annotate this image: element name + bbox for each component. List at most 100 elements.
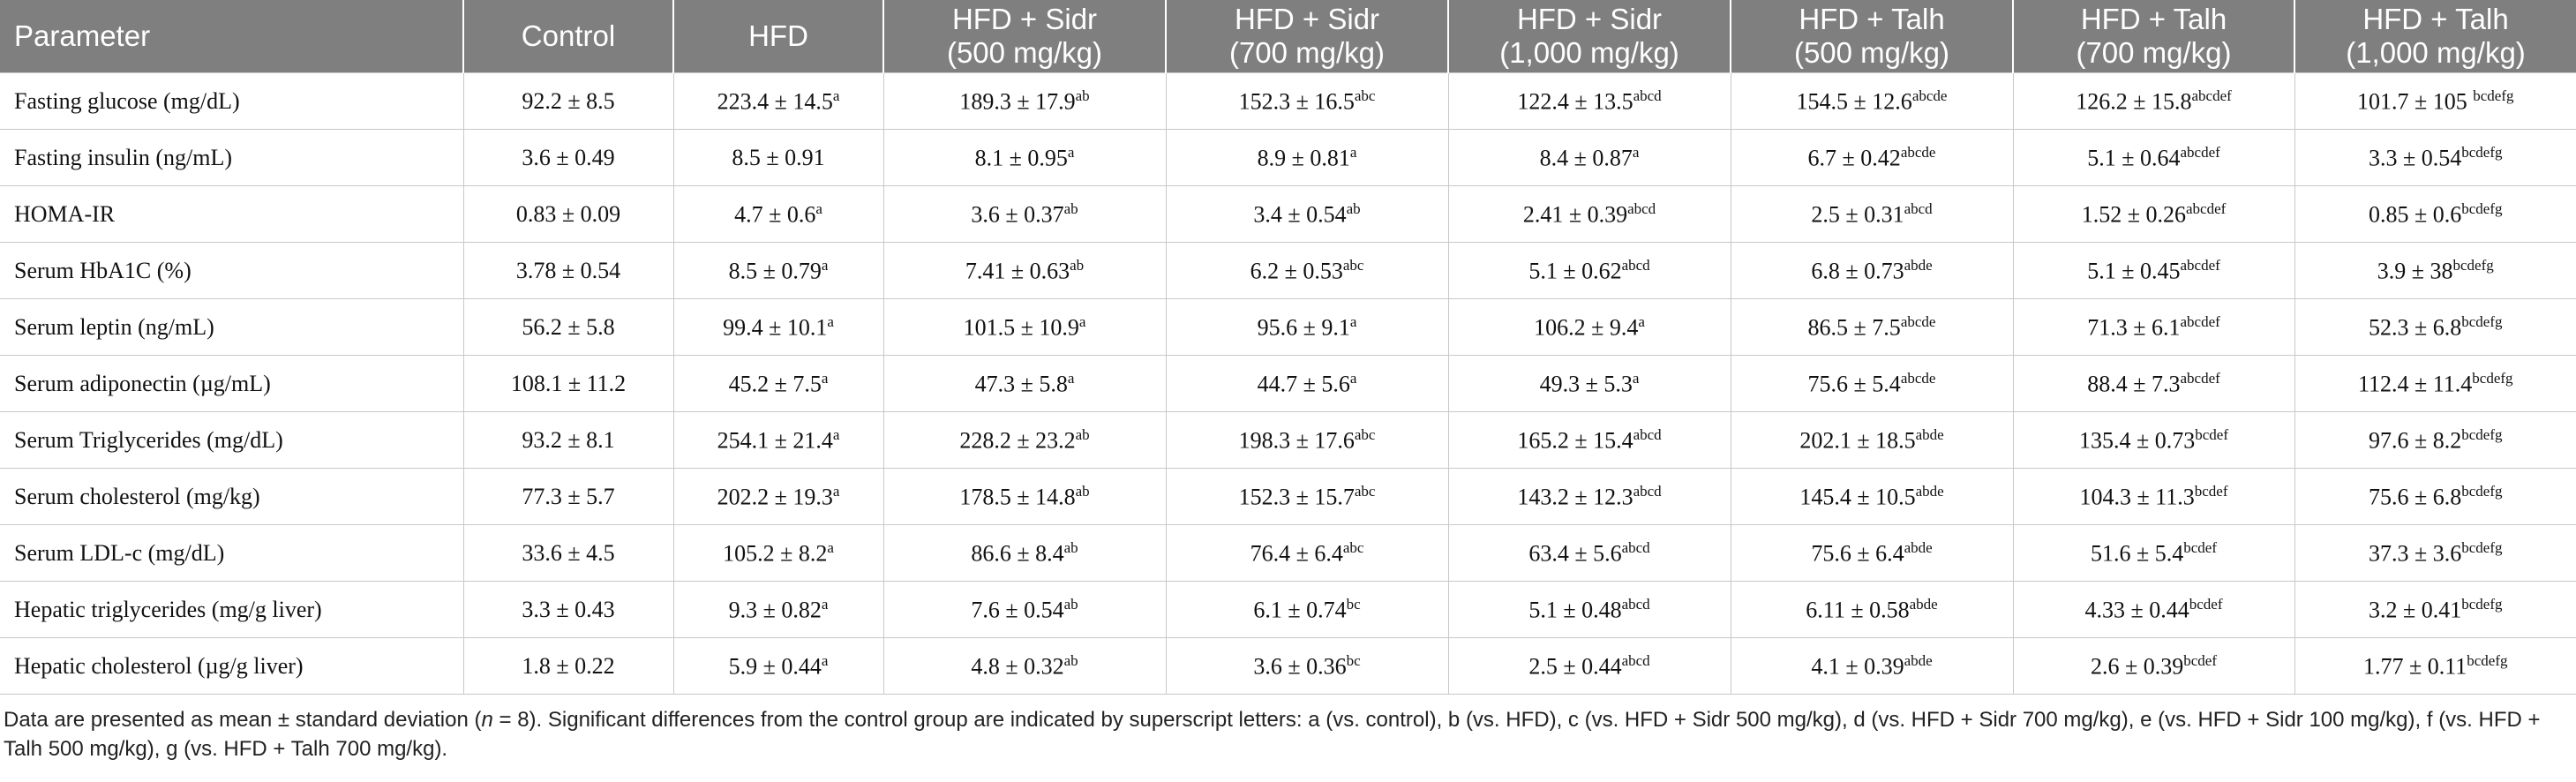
significance-letters: abcd <box>1621 256 1650 274</box>
value-text: 45.2 ± 7.5 <box>728 371 822 397</box>
value-cell: 56.2 ± 5.8 <box>462 298 674 356</box>
table-row: Serum leptin (ng/mL) 56.2 ± 5.8 99.4 ± 10.… <box>0 298 2576 356</box>
significance-letters: a <box>832 86 840 104</box>
value-text: 93.2 ± 8.1 <box>522 426 615 453</box>
value-cell: 105.2 ± 8.2a <box>672 524 884 582</box>
value-cell: 143.2 ± 12.3abcd <box>1447 468 1731 525</box>
value-text: 6.11 ± 0.58 <box>1806 597 1910 623</box>
value-cell: 3.78 ± 0.54 <box>462 242 674 299</box>
value-cell: 1.8 ± 0.22 <box>462 637 674 695</box>
value-cell: 97.6 ± 8.2bcdefg <box>2294 411 2576 469</box>
value-text: 3.3 ± 0.43 <box>522 596 615 622</box>
value-text: 3.78 ± 0.54 <box>515 257 621 283</box>
value-text: 88.4 ± 7.3 <box>2087 371 2181 397</box>
value-cell: 5.1 ± 0.64abcdef <box>2012 129 2295 186</box>
value-text: 154.5 ± 12.6 <box>1796 88 1912 115</box>
significance-letters: abcd <box>1621 651 1650 669</box>
value-text: 2.41 ± 0.39 <box>1522 201 1628 228</box>
value-cell: 2.41 ± 0.39abcd <box>1447 185 1731 243</box>
value-cell: 37.3 ± 3.6bcdefg <box>2294 524 2576 582</box>
header-text: HFD + Sidr <box>951 3 1098 35</box>
significance-letters: ab <box>1063 595 1078 613</box>
significance-letters: abc <box>1342 538 1364 556</box>
value-text: 202.1 ± 18.5 <box>1799 427 1916 454</box>
value-cell: 92.2 ± 8.5 <box>462 72 674 130</box>
significance-letters: a <box>827 312 834 330</box>
value-cell: 202.2 ± 19.3a <box>672 468 884 525</box>
value-cell: 254.1 ± 21.4a <box>672 411 884 469</box>
value-cell: 126.2 ± 15.8abcdef <box>2012 72 2295 130</box>
value-text: 2.6 ± 0.39 <box>2090 653 2184 680</box>
significance-letters: abcd <box>1633 86 1662 104</box>
value-text: 165.2 ± 15.4 <box>1517 427 1633 454</box>
value-cell: 75.6 ± 6.8bcdefg <box>2294 468 2576 525</box>
value-cell: 51.6 ± 5.4bcdef <box>2012 524 2295 582</box>
value-text: 0.85 ± 0.6 <box>2368 201 2462 228</box>
significance-letters: bcdef <box>2194 482 2228 500</box>
significance-letters: ab <box>1063 199 1078 217</box>
table-row: Serum cholesterol (mg/kg) 77.3 ± 5.7 202.2… <box>0 468 2576 525</box>
value-text: 75.6 ± 6.4 <box>1811 540 1904 567</box>
value-cell: 106.2 ± 9.4a <box>1447 298 1731 356</box>
header-text: (1,000 mg/kg) <box>1499 36 1679 69</box>
value-text: 76.4 ± 6.4 <box>1250 540 1343 567</box>
value-cell: 63.4 ± 5.6abcd <box>1447 524 1731 582</box>
value-text: 228.2 ± 23.2 <box>959 427 1076 454</box>
value-text: 3.9 ± 38 <box>2377 258 2453 284</box>
value-text: 4.33 ± 0.44 <box>2084 597 2189 623</box>
significance-letters: abcd <box>1627 199 1656 217</box>
value-cell: 6.7 ± 0.42abcde <box>1730 129 2014 186</box>
header-text: (1,000 mg/kg) <box>2346 36 2526 69</box>
parameter-text: Serum leptin (ng/mL) <box>14 313 214 340</box>
value-cell: 2.6 ± 0.39bcdef <box>2012 637 2295 695</box>
value-text: 178.5 ± 14.8 <box>959 484 1076 510</box>
significance-letters: abcd <box>1633 482 1662 500</box>
significance-letters: bcdef <box>2189 595 2223 613</box>
value-cell: 154.5 ± 12.6abcde <box>1730 72 2014 130</box>
value-text: 135.4 ± 0.73 <box>2078 427 2196 454</box>
value-cell: 6.11 ± 0.58abde <box>1730 581 2014 638</box>
value-text: 92.2 ± 8.5 <box>522 87 615 114</box>
value-text: 71.3 ± 6.1 <box>2087 314 2181 341</box>
value-cell: 152.3 ± 15.7abc <box>1165 468 1449 525</box>
value-cell: 75.6 ± 6.4abde <box>1730 524 2014 582</box>
header-text: (700 mg/kg) <box>2076 36 2232 69</box>
value-text: 5.9 ± 0.44 <box>728 653 822 680</box>
significance-letters: bc <box>1346 595 1361 613</box>
value-cell: 5.1 ± 0.48abcd <box>1447 581 1731 638</box>
value-cell: 6.8 ± 0.73abde <box>1730 242 2014 299</box>
value-cell: 6.1 ± 0.74bc <box>1165 581 1449 638</box>
value-cell: 77.3 ± 5.7 <box>462 468 674 525</box>
value-cell: 95.6 ± 9.1a <box>1165 298 1449 356</box>
value-text: 202.2 ± 19.3 <box>717 484 833 510</box>
significance-letters: abcdef <box>2180 312 2220 330</box>
value-text: 1.8 ± 0.22 <box>522 652 615 679</box>
header-row: Parameter Control HFD HFD + Sidr (500 mg/kg)… <box>0 0 2576 73</box>
value-cell: 7.6 ± 0.54ab <box>882 581 1167 638</box>
value-cell: 152.3 ± 16.5abc <box>1165 72 1449 130</box>
value-text: 77.3 ± 5.7 <box>522 483 615 509</box>
significance-letters: ab <box>1075 86 1090 104</box>
value-text: 49.3 ± 5.3 <box>1539 371 1633 397</box>
significance-letters: abcd <box>1633 425 1662 443</box>
header-cell: HFD + Sidr (500 mg/kg) <box>882 0 1166 73</box>
value-cell: 135.4 ± 0.73bcdef <box>2012 411 2295 469</box>
value-cell: 45.2 ± 7.5a <box>672 355 884 412</box>
value-text: 254.1 ± 21.4 <box>717 427 833 454</box>
value-text: 6.7 ± 0.42 <box>1807 145 1901 171</box>
value-text: 223.4 ± 14.5 <box>717 88 833 115</box>
value-text: 101.7 ± 105 <box>2356 88 2474 115</box>
significance-letters: abcdef <box>2180 256 2220 274</box>
header-text: HFD + Talh <box>1799 3 1945 35</box>
significance-letters: a <box>832 482 840 500</box>
parameter-cell: Serum leptin (ng/mL) <box>0 298 464 356</box>
header-text: Parameter <box>14 19 151 52</box>
value-cell: 4.1 ± 0.39abde <box>1730 637 2014 695</box>
value-cell: 7.41 ± 0.63ab <box>882 242 1167 299</box>
value-text: 5.1 ± 0.62 <box>1528 258 1622 284</box>
value-text: 86.5 ± 7.5 <box>1807 314 1901 341</box>
parameter-cell: Serum adiponectin (µg/mL) <box>0 355 464 412</box>
table-row: Fasting glucose (mg/dL) 92.2 ± 8.5 223.4 ±… <box>0 72 2576 130</box>
significance-letters: ab <box>1063 651 1078 669</box>
